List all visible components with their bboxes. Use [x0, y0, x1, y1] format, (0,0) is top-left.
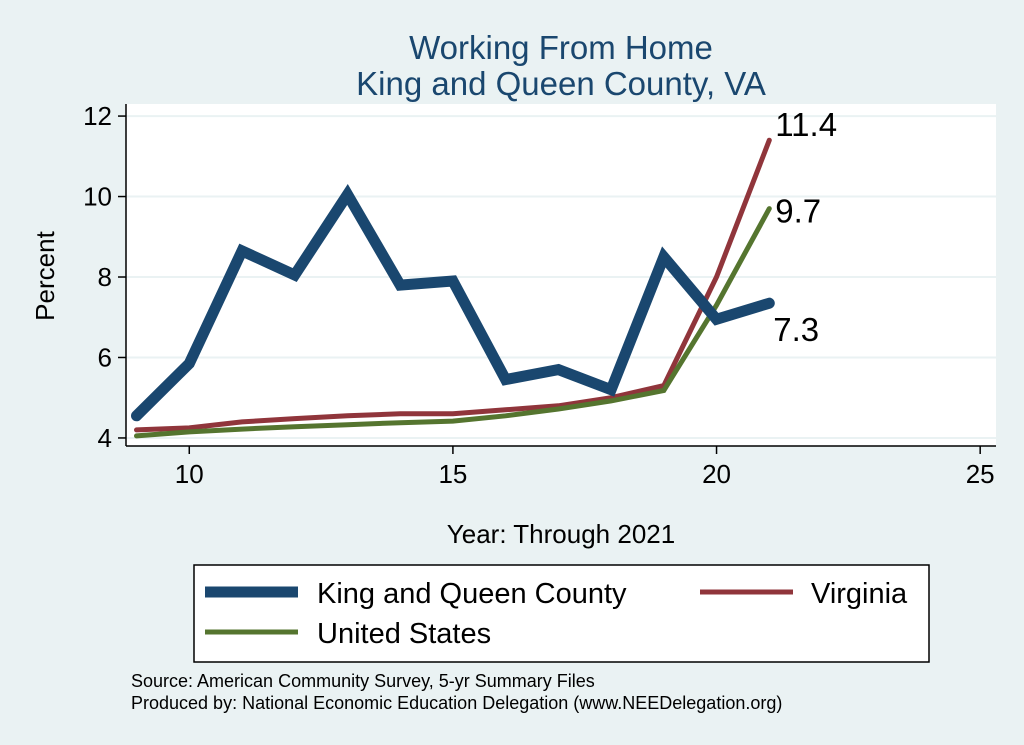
y-axis-title: Percent [30, 230, 60, 320]
x-axis-title: Year: Through 2021 [447, 519, 675, 549]
end-label-virginia: 11.4 [775, 106, 837, 143]
producer-note: Produced by: National Economic Education… [131, 693, 782, 713]
x-tick-label-25: 25 [966, 459, 995, 489]
x-tick-label-10: 10 [175, 459, 204, 489]
plot-area [126, 104, 996, 446]
gridlines [126, 115, 996, 439]
chart-title-line-2: King and Queen County, VA [356, 65, 766, 102]
y-axis: 4 6 8 10 12 [83, 101, 127, 453]
end-labels: 7.3 11.4 9.7 [773, 106, 837, 348]
legend-box [193, 564, 930, 663]
legend-label-virginia: Virginia [811, 578, 908, 610]
y-tick-label-6: 6 [98, 342, 112, 372]
legend-label-king-and-queen-county: King and Queen County [317, 578, 627, 610]
series-lines [131, 137, 775, 439]
y-tick-label-10: 10 [83, 182, 112, 212]
legend: King and Queen County Virginia United St… [193, 564, 930, 663]
end-label-king-and-queen-county: 7.3 [773, 311, 819, 348]
source-note: Source: American Community Survey, 5-yr … [131, 671, 595, 691]
x-axis: 10 15 20 25 [126, 445, 996, 489]
chart-title-line-1: Working From Home [409, 29, 713, 66]
series-line-united-states [134, 206, 772, 439]
x-tick-label-20: 20 [702, 459, 731, 489]
x-tick-label-15: 15 [438, 459, 467, 489]
series-line-virginia [134, 137, 772, 433]
legend-label-united-states: United States [317, 618, 491, 650]
series-line-king-and-queen-county [131, 184, 775, 422]
end-label-united-states: 9.7 [775, 193, 821, 230]
y-tick-label-12: 12 [83, 101, 112, 131]
y-tick-label-8: 8 [98, 262, 112, 292]
y-tick-label-4: 4 [98, 423, 112, 453]
